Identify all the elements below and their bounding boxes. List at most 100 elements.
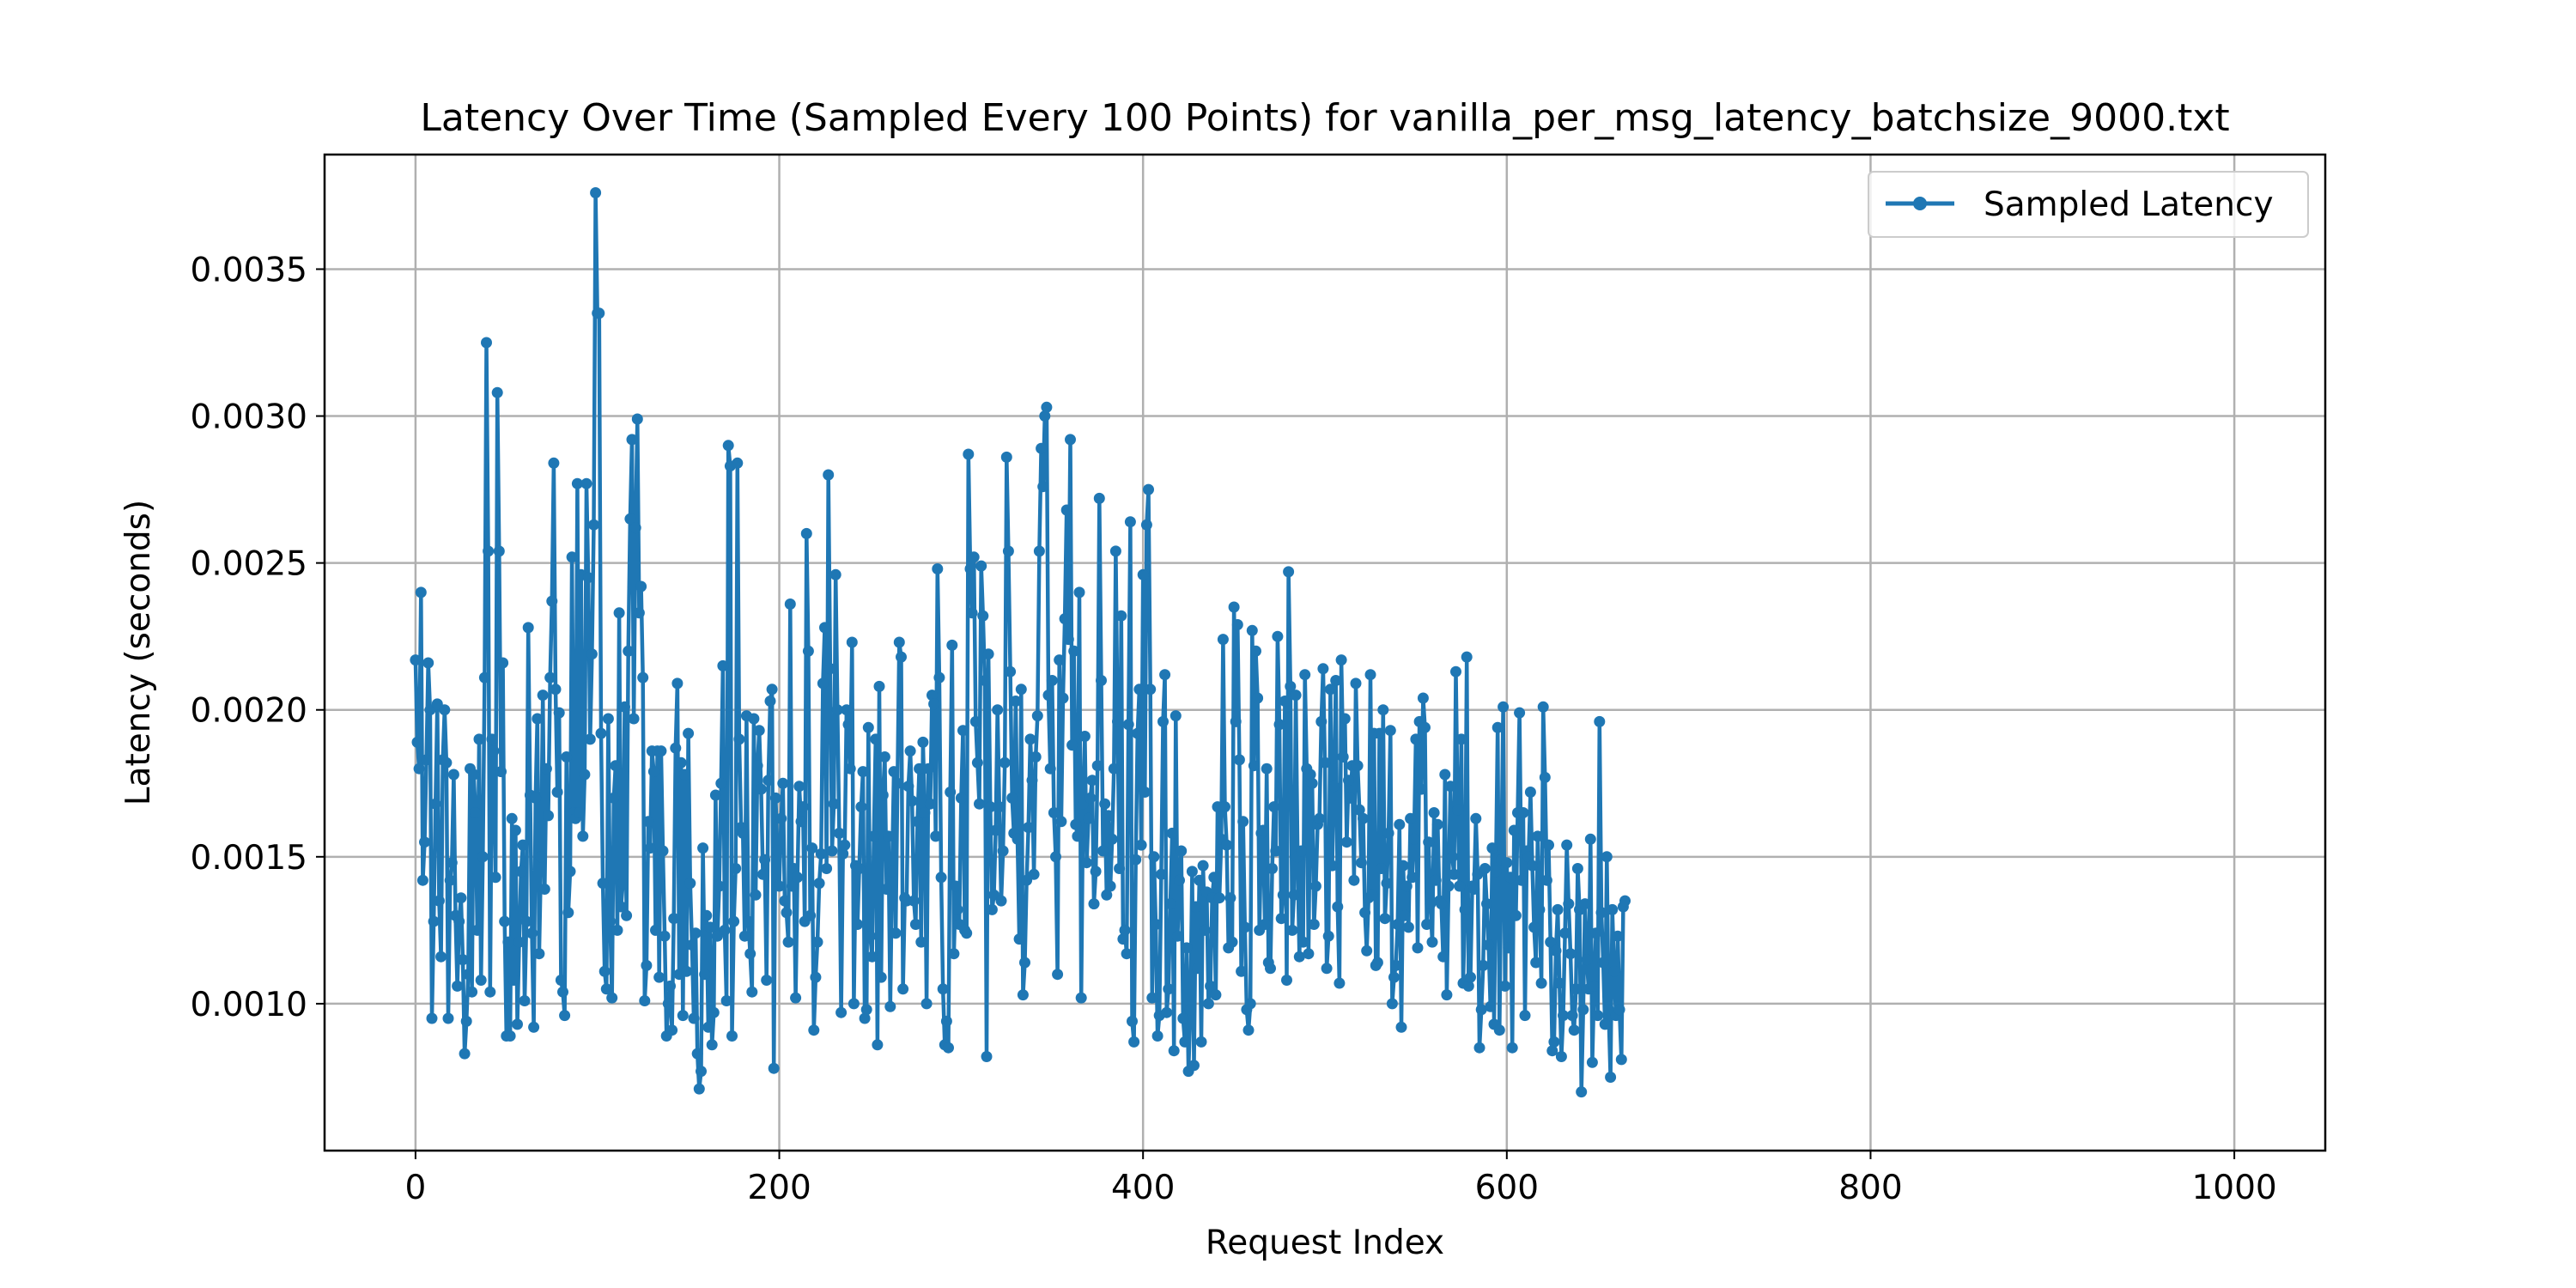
data-point xyxy=(1060,504,1072,516)
data-point xyxy=(909,919,921,930)
data-point xyxy=(709,789,721,801)
data-point xyxy=(797,801,809,813)
data-point xyxy=(1454,880,1466,892)
data-point xyxy=(1534,903,1546,915)
data-point xyxy=(1205,980,1217,992)
data-point xyxy=(639,995,651,1006)
data-point xyxy=(571,477,583,489)
data-point xyxy=(1540,874,1552,886)
data-point xyxy=(868,830,880,842)
data-point xyxy=(517,839,529,851)
data-point xyxy=(802,645,814,657)
data-point xyxy=(551,787,563,798)
data-point xyxy=(1339,713,1351,725)
data-point xyxy=(444,874,456,886)
data-point xyxy=(1130,854,1142,866)
data-point xyxy=(1590,927,1602,939)
data-point xyxy=(623,645,635,657)
data-point xyxy=(728,915,740,927)
data-point xyxy=(1096,675,1107,686)
data-point xyxy=(722,440,734,452)
data-point xyxy=(1293,951,1305,963)
data-point xyxy=(1237,816,1249,828)
data-point xyxy=(720,995,732,1006)
data-point xyxy=(788,863,799,874)
y-tick-label: 0.0020 xyxy=(191,692,307,731)
data-point xyxy=(1455,733,1467,745)
data-point xyxy=(1270,845,1282,857)
data-point xyxy=(1010,696,1022,707)
data-point xyxy=(1081,857,1092,869)
y-tick-label: 0.0015 xyxy=(191,839,307,878)
data-point xyxy=(1002,545,1014,557)
data-point xyxy=(1090,866,1102,878)
data-point xyxy=(493,545,505,557)
data-point xyxy=(826,845,838,857)
data-point xyxy=(566,551,578,563)
data-point xyxy=(1581,954,1593,966)
data-point xyxy=(1473,1042,1485,1054)
data-point xyxy=(726,1030,738,1042)
data-point xyxy=(924,798,936,810)
data-point xyxy=(966,607,978,619)
data-point xyxy=(1062,634,1074,646)
data-point xyxy=(914,762,926,775)
data-point xyxy=(507,975,519,986)
data-point xyxy=(1392,919,1404,930)
data-point xyxy=(737,827,749,839)
data-point xyxy=(1028,868,1040,880)
data-point xyxy=(1299,669,1311,681)
data-point xyxy=(1436,898,1448,910)
data-point xyxy=(744,948,756,960)
data-point xyxy=(540,762,552,775)
data-point xyxy=(691,1048,703,1060)
data-point xyxy=(1558,1010,1569,1022)
data-point xyxy=(1171,930,1183,942)
data-point xyxy=(1184,1004,1196,1016)
data-point xyxy=(1324,683,1336,696)
data-point xyxy=(730,863,742,874)
data-point xyxy=(483,545,495,557)
data-point xyxy=(1012,833,1024,845)
data-point xyxy=(1532,830,1544,842)
data-point xyxy=(1608,965,1620,977)
data-point xyxy=(477,851,489,863)
data-point xyxy=(1408,833,1420,845)
data-point xyxy=(751,760,763,772)
data-point xyxy=(1334,977,1346,989)
data-point xyxy=(1348,874,1360,886)
data-point xyxy=(1503,942,1515,954)
data-point xyxy=(519,995,531,1006)
data-point xyxy=(1340,836,1352,848)
data-point xyxy=(1179,1036,1191,1048)
data-point xyxy=(532,713,544,725)
y-axis-label: Latency (seconds) xyxy=(119,500,158,805)
data-point xyxy=(1615,1054,1627,1066)
data-point xyxy=(1168,1045,1180,1057)
data-point xyxy=(1315,715,1327,727)
data-point xyxy=(1377,704,1389,716)
data-point xyxy=(738,930,750,942)
data-point xyxy=(593,307,605,319)
data-point xyxy=(522,622,534,634)
data-point xyxy=(411,736,423,748)
data-point xyxy=(1083,812,1095,824)
data-point xyxy=(1605,1072,1617,1083)
data-point xyxy=(1109,545,1121,557)
data-point xyxy=(1283,566,1295,578)
data-point xyxy=(481,337,492,349)
data-point xyxy=(457,954,469,966)
data-point xyxy=(766,683,778,696)
data-point xyxy=(1592,1010,1604,1022)
data-point xyxy=(455,892,467,904)
data-point xyxy=(1444,781,1456,793)
data-point xyxy=(865,930,876,942)
data-point xyxy=(1486,842,1498,854)
data-point xyxy=(1039,410,1051,422)
data-point xyxy=(748,713,760,725)
data-point xyxy=(1423,836,1435,848)
data-point xyxy=(1443,880,1455,892)
data-point xyxy=(1479,863,1491,874)
data-point xyxy=(466,986,478,998)
data-point xyxy=(968,551,980,563)
